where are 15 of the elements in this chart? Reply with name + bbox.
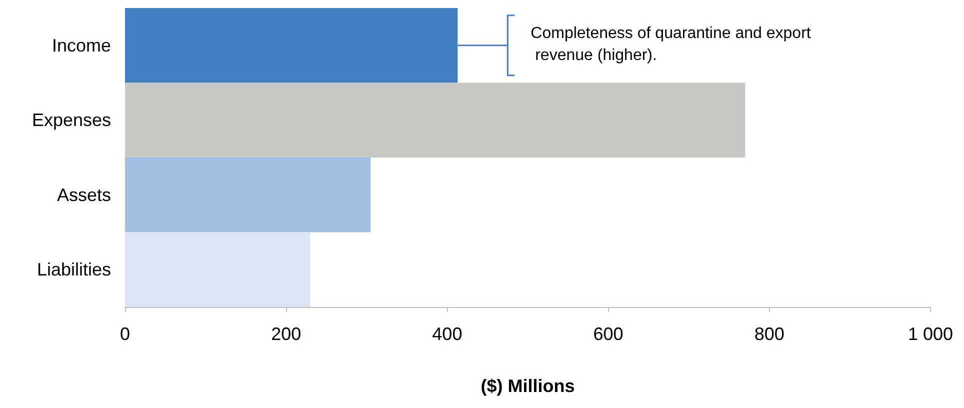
x-tick-label: 1 000 xyxy=(908,324,953,344)
x-tick-label: 200 xyxy=(271,324,302,344)
y-tick-label: Liabilities xyxy=(36,260,111,280)
bar xyxy=(125,232,310,307)
x-tick-label: 400 xyxy=(432,324,462,344)
bar xyxy=(125,82,746,158)
x-axis-title: ($) Millions xyxy=(480,376,575,396)
annotation: Completeness of quarantine and export revenue (higher). xyxy=(530,24,812,64)
y-tick-label: Income xyxy=(52,35,111,56)
x-tick-label: 600 xyxy=(593,324,624,344)
y-tick-label: Assets xyxy=(56,184,111,205)
y-tick-label: Expenses xyxy=(32,110,111,130)
x-tick-label: 800 xyxy=(754,324,784,344)
x-tick-label: 0 xyxy=(120,324,130,344)
bar xyxy=(125,158,371,232)
